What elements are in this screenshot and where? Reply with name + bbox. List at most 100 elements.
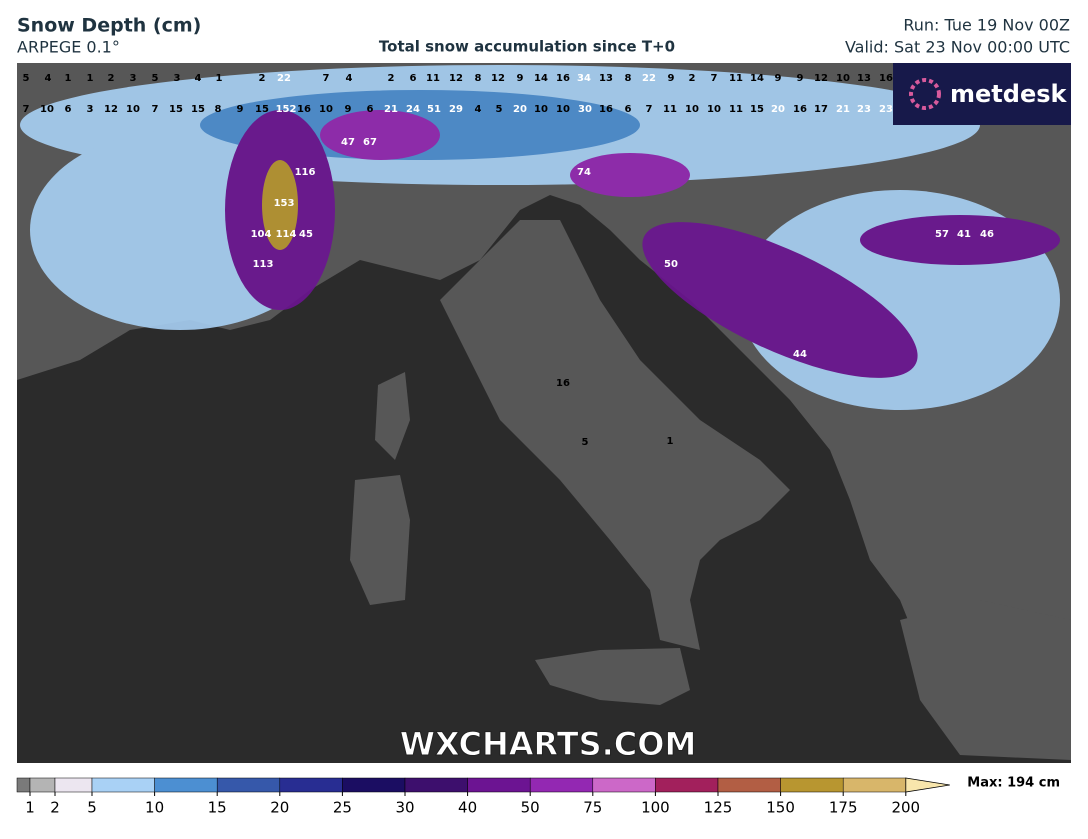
legend-tick-label: 10 <box>145 799 164 817</box>
map-label: 12 <box>491 73 505 84</box>
sicily <box>535 648 690 705</box>
map-label: 6 <box>65 104 72 115</box>
map-label: 9 <box>237 104 244 115</box>
map-label: 44 <box>793 349 807 360</box>
map-label: 13 <box>857 73 871 84</box>
snow-area <box>570 153 690 197</box>
map-label: 16 <box>879 73 893 84</box>
map-label: 6 <box>625 104 632 115</box>
map-label: 116 <box>295 167 316 178</box>
map-label: 24 <box>406 104 420 115</box>
italy <box>440 220 790 650</box>
valid: Valid: Sat 23 Nov 00:00 UTC <box>845 38 1070 57</box>
legend-swatch <box>279 777 343 793</box>
map-label: 2 <box>689 73 696 84</box>
snow-area <box>642 222 918 378</box>
map-label: 41 <box>957 229 971 240</box>
legend-swatch <box>216 777 281 793</box>
logo-box <box>893 63 1071 125</box>
map-label: 1 <box>667 436 674 447</box>
map-label: 5 <box>582 437 589 448</box>
legend-swatch <box>16 777 31 793</box>
map-label: 3 <box>174 73 181 84</box>
map-label: 57 <box>935 229 949 240</box>
legend-swatch <box>91 777 155 793</box>
map-label: 8 <box>215 104 222 115</box>
legend-tick-label: 200 <box>891 799 920 817</box>
legend-swatch <box>467 777 531 793</box>
map-label: 34 <box>577 73 591 84</box>
map-label: 45 <box>299 229 313 240</box>
map-label: 7 <box>711 73 718 84</box>
watermark: WXCHARTS.COM <box>400 725 697 763</box>
legend-tick-label: 30 <box>395 799 414 817</box>
map-label: 1 <box>65 73 72 84</box>
map-label: 3 <box>87 104 94 115</box>
map-label: 46 <box>980 229 994 240</box>
snow-area <box>262 160 298 250</box>
map-label: 21 <box>836 104 850 115</box>
map-label: 10 <box>707 104 721 115</box>
map-label: 114 <box>276 229 297 240</box>
max-label: Max: 194 cm <box>967 776 1060 791</box>
map-label: 1 <box>87 73 94 84</box>
map-label: 10 <box>556 104 570 115</box>
map-label: 2 <box>108 73 115 84</box>
legend-tick-label: 125 <box>704 799 733 817</box>
map-label: 14 <box>534 73 548 84</box>
legend-swatch <box>54 777 93 793</box>
map-label: 23 <box>857 104 871 115</box>
map-label: 7 <box>23 104 30 115</box>
logo-icon <box>909 78 941 110</box>
map-label: 20 <box>513 104 527 115</box>
map-label: 14 <box>750 73 764 84</box>
map-label: 16 <box>556 73 570 84</box>
map-label: 4 <box>475 104 482 115</box>
map-label: 15 <box>750 104 764 115</box>
map-label: 153 <box>274 198 295 209</box>
legend-swatch <box>842 777 907 793</box>
map-label: 51 <box>427 104 441 115</box>
map-label: 10 <box>40 104 54 115</box>
map-label: 10 <box>836 73 850 84</box>
map-label: 22 <box>642 73 656 84</box>
legend-tick-label: 15 <box>208 799 227 817</box>
legend-swatch <box>780 777 844 793</box>
legend-swatch <box>154 777 218 793</box>
map-label: 12 <box>449 73 463 84</box>
legend-swatch <box>529 777 594 793</box>
map-label: 11 <box>426 73 440 84</box>
legend-swatch <box>342 777 406 793</box>
map-label: 15 <box>255 104 269 115</box>
legend-tick-label: 150 <box>766 799 795 817</box>
map-label: 16 <box>599 104 613 115</box>
map-label: 11 <box>663 104 677 115</box>
title: Snow Depth (cm) <box>17 15 201 37</box>
map: 5 4 1 1 2 3 5 3 4 1 2 22 7 4 2 6 11 12 8 12 9 14 16 34 13 8 22 9 2 7 1… <box>17 63 1071 763</box>
center-title: Total snow accumulation since T+0 <box>379 38 675 56</box>
map-label: 3 <box>130 73 137 84</box>
sardinia <box>350 475 410 605</box>
legend-tick-label: 40 <box>458 799 477 817</box>
map-label: 6 <box>410 73 417 84</box>
map-label: 5 <box>152 73 159 84</box>
map-label: 10 <box>534 104 548 115</box>
map-label: 11 <box>729 73 743 84</box>
legend-swatch <box>655 777 719 793</box>
map-label: 104 <box>251 229 272 240</box>
map-label: 4 <box>45 73 52 84</box>
map-label: 47 <box>341 137 355 148</box>
map-label: 10 <box>685 104 699 115</box>
map-label: 5 <box>23 73 30 84</box>
map-label: 67 <box>363 137 377 148</box>
map-label: 7 <box>646 104 653 115</box>
map-label: 15 <box>169 104 183 115</box>
legend-tick-label: 50 <box>521 799 540 817</box>
legend-swatch <box>29 777 56 793</box>
map-label: 4 <box>346 73 353 84</box>
map-label: 9 <box>775 73 782 84</box>
map-label: 2 <box>388 73 395 84</box>
map-label: 12 <box>814 73 828 84</box>
map-label: 9 <box>517 73 524 84</box>
legend-swatch <box>404 777 468 793</box>
